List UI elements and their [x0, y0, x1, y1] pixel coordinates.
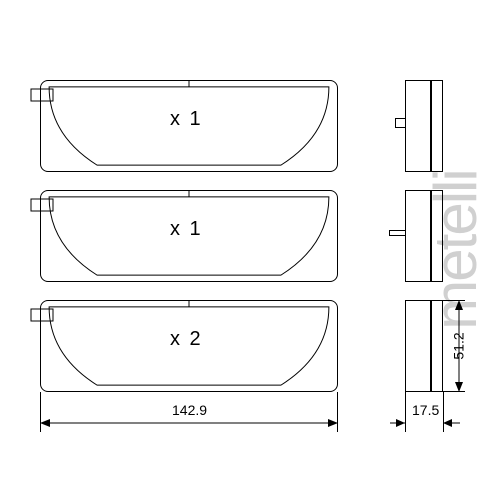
dim-width-text: 142.9: [172, 402, 207, 418]
pad-top-right-clip: [41, 87, 55, 107]
side-view-middle: [405, 190, 443, 282]
dim-thickness-text: 17.5: [412, 402, 439, 418]
brake-pad-diagram: metelli x 1 x 1: [0, 0, 500, 500]
pad-bot-right-clip: [41, 307, 55, 327]
qty-label-bottom: x 2: [170, 328, 203, 351]
dim-height-text: 51.2: [451, 332, 467, 359]
side-view-bottom: [405, 300, 443, 392]
side-top-tab: [395, 118, 405, 128]
qty-label-top: x 1: [170, 108, 203, 131]
side-mid-tab: [389, 230, 405, 236]
side-view-top: [405, 80, 443, 172]
pad-mid-right-clip: [41, 197, 55, 217]
qty-label-middle: x 1: [170, 218, 203, 241]
